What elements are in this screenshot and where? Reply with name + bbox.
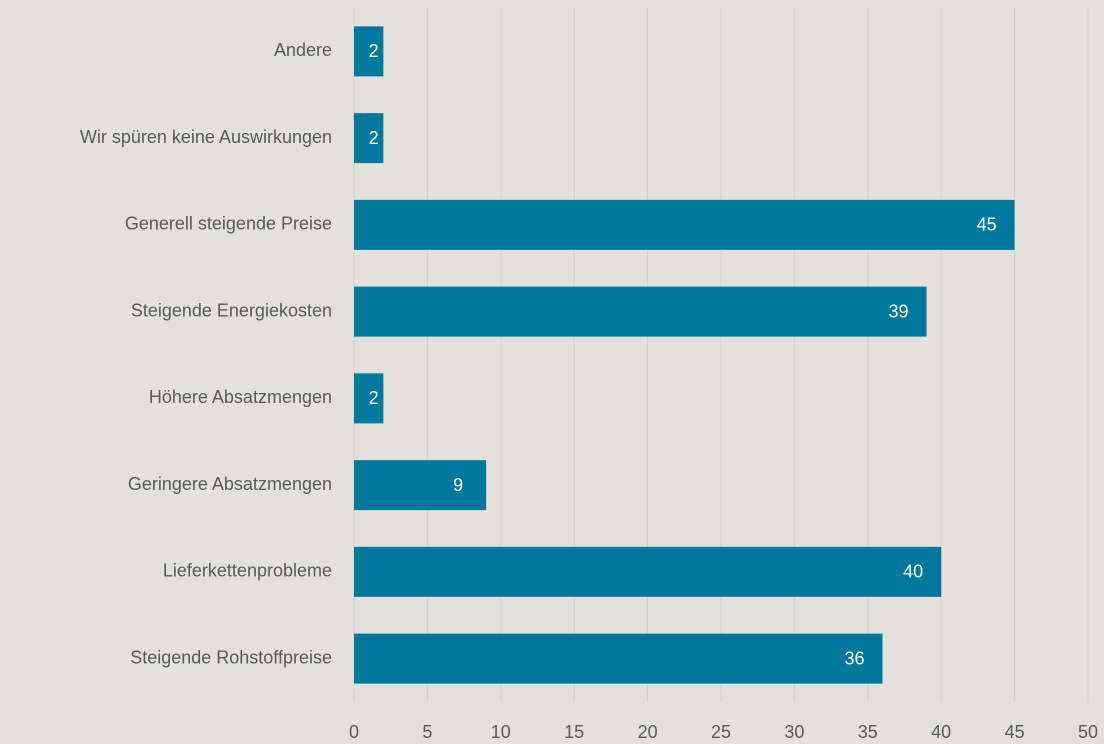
x-tick-label: 40 (931, 722, 951, 742)
value-label: 45 (977, 215, 997, 235)
value-label: 40 (903, 562, 923, 582)
y-tick-label: Generell steigende Preise (125, 214, 332, 234)
x-tick-label: 25 (711, 722, 731, 742)
x-tick-label: 45 (1005, 722, 1025, 742)
y-tick-label: Steigende Rohstoffpreise (130, 647, 332, 667)
value-label: 2 (369, 41, 379, 61)
y-tick-label: Steigende Energiekosten (131, 300, 332, 320)
value-label: 9 (453, 475, 463, 495)
value-label: 2 (369, 388, 379, 408)
bar (354, 199, 1015, 250)
bar (354, 633, 883, 684)
y-tick-label: Andere (274, 40, 332, 60)
value-label: 39 (889, 301, 909, 321)
bar (354, 373, 384, 424)
x-tick-label: 20 (638, 722, 658, 742)
x-tick-label: 0 (349, 722, 359, 742)
bar (354, 286, 927, 337)
value-label: 2 (369, 128, 379, 148)
x-tick-label: 50 (1078, 722, 1098, 742)
y-tick-label: Wir spüren keine Auswirkungen (80, 127, 332, 147)
x-tick-label: 35 (858, 722, 878, 742)
y-tick-label: Höhere Absatzmengen (149, 387, 332, 407)
bar (354, 113, 384, 164)
x-tick-label: 30 (784, 722, 804, 742)
bar (354, 26, 384, 77)
x-tick-label: 5 (422, 722, 432, 742)
y-tick-label: Lieferkettenprobleme (163, 561, 332, 581)
x-tick-label: 10 (491, 722, 511, 742)
y-tick-label: Geringere Absatzmengen (128, 474, 332, 494)
bar (354, 546, 942, 597)
bar (354, 460, 487, 511)
value-label: 36 (844, 648, 864, 668)
x-tick-label: 15 (564, 722, 584, 742)
